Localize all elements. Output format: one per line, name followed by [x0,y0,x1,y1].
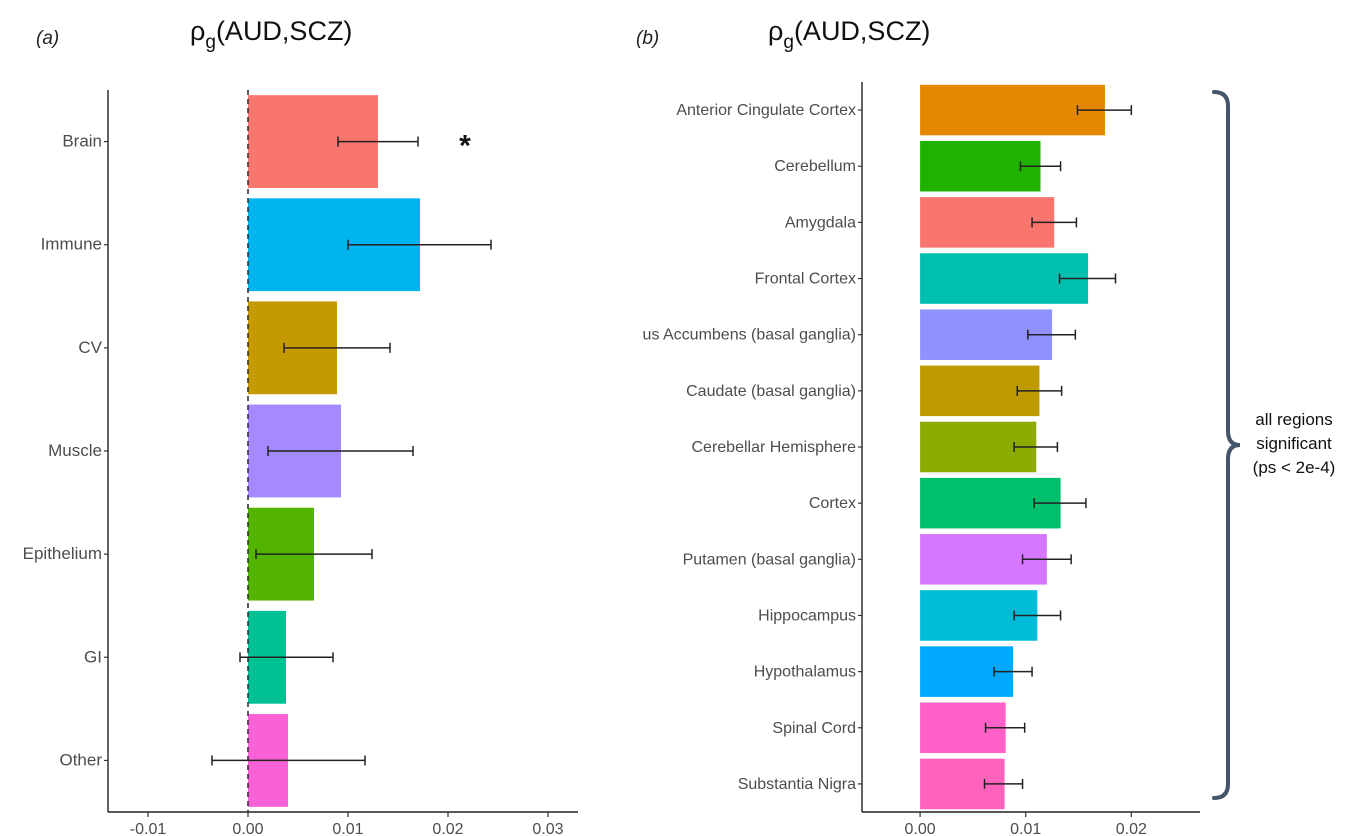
panel-a-significance-star: * [459,130,471,163]
panel-b-category-label-6: Cerebellar Hemisphere [691,439,856,456]
panel-a: (a) ρg(AUD,SCZ) Brain Immune CV Muscle Epith… [23,16,578,836]
panel-a-title-rho: ρ [190,16,205,46]
panel-b-title-pair: (AUD,SCZ) [794,16,931,46]
panel-a-category-label-0: Brain [62,132,102,151]
panel-a-x-tick-label-2: 0.01 [332,821,363,836]
panel-a-errorbar-0 [337,136,419,147]
panel-a-category-label-4: Epithelium [23,544,102,563]
panel-b-errorbar-5 [1016,385,1063,396]
panel-b-bracket-text-1: significant [1256,434,1332,453]
panel-b-bracket [1212,90,1241,800]
panel-b-x-tick-label-1: 0.01 [1010,821,1041,836]
panel-b-category-label-2: Amygdala [785,214,856,231]
panel-a-category-label-3: Muscle [48,441,102,460]
panel-b-x-tick-label-2: 0.02 [1116,821,1147,836]
panel-a-errorbar-3 [267,446,414,456]
panel-a-category-label-5: GI [84,647,102,666]
panel-a-plot-area: Brain Immune CV Muscle Epithelium GI Other -0.0… [23,90,578,836]
panel-b-errorbar-0 [1076,105,1133,116]
panel-b-category-label-1: Cerebellum [774,158,856,175]
panel-b-errorbar-7 [1033,498,1087,509]
panel-b: (b) ρg(AUD,SCZ) Anterior Cingulate Corte… [636,16,1335,836]
panel-b-category-label-7: Cortex [809,495,856,512]
panel-a-x-tick-label-0: -0.01 [130,821,167,836]
panel-b-errorbar-9 [1013,610,1062,621]
panel-b-bracket-text-2: (ps < 2e-4) [1253,458,1336,477]
panel-b-title-rho: ρ [768,16,783,46]
panel-b-x-tick-label-0: 0.00 [905,821,936,836]
panel-a-title-pair: (AUD,SCZ) [216,16,353,46]
panel-b-errorbar-12 [983,778,1024,789]
panel-a-x-tick-label-3: 0.02 [432,821,463,836]
panel-a-category-label-2: CV [78,338,102,357]
panel-a-errorbar-2 [283,342,391,353]
panel-a-errorbar-5 [239,652,334,663]
panel-b-category-label-3: Frontal Cortex [755,271,856,288]
panel-a-label: (a) [36,28,59,49]
panel-b-errorbar-2 [1031,217,1078,228]
panel-a-category-label-1: Immune [41,235,102,254]
panel-b-category-label-8: Putamen (basal ganglia) [683,551,856,568]
panel-a-x-tick-label-4: 0.03 [532,821,563,836]
panel-b-bracket-text-0: all regions [1255,410,1333,429]
panel-b-plot-area: Anterior Cingulate Cortex Cerebellum Amygd… [643,82,1336,836]
panel-b-errorbar-8 [1021,554,1072,565]
panel-b-errorbar-11 [984,722,1026,733]
panel-b-category-label-10: Hypothalamus [754,664,856,681]
panel-b-label: (b) [636,28,659,49]
panel-a-category-label-6: Other [59,750,102,769]
panel-a-title: ρg(AUD,SCZ) [190,16,352,53]
panel-b-errorbar-1 [1019,161,1062,172]
panel-b-category-label-9: Hippocampus [758,607,856,624]
panel-b-category-label-11: Spinal Cord [772,720,856,737]
panel-b-errorbar-3 [1058,273,1117,284]
panel-a-x-tick-label-1: 0.00 [232,821,263,836]
panel-b-errorbar-6 [1013,442,1059,452]
panel-a-errorbar-1 [347,239,492,250]
panel-b-category-label-0: Anterior Cingulate Cortex [676,102,856,119]
panel-b-category-label-5: Caudate (basal ganglia) [686,383,856,400]
panel-b-errorbar-4 [1027,329,1077,340]
panel-b-bar-0 [920,84,1105,136]
panel-b-category-label-4: us Accumbens (basal ganglia) [643,327,856,344]
panel-b-category-label-12: Substantia Nigra [738,776,856,793]
panel-b-title-sub: g [783,32,794,53]
panel-a-title-sub: g [205,32,216,53]
panel-a-errorbar-6 [211,755,366,766]
panel-b-errorbar-10 [993,666,1033,677]
panel-b-title: ρg(AUD,SCZ) [768,16,930,53]
panel-a-errorbar-4 [255,549,373,560]
